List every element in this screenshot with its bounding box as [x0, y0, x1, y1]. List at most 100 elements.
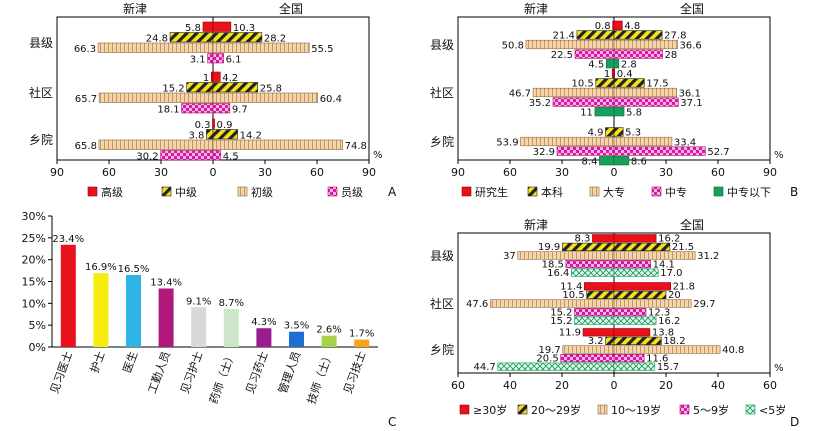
category-label: 见习医士 — [48, 350, 75, 396]
bar-left — [207, 53, 214, 64]
bar — [126, 274, 141, 347]
bar-value-label: 16.9% — [85, 262, 117, 273]
category-label: 技师（士） — [305, 350, 336, 406]
group-label: 县级 — [29, 36, 53, 50]
bar-right — [613, 307, 647, 317]
y-tick-label: 20% — [22, 254, 46, 267]
x-tick-label: 90 — [451, 166, 465, 179]
bar-left — [571, 268, 615, 277]
value-label-left: 66.3 — [74, 44, 96, 55]
bar-right — [613, 299, 692, 308]
bar-value-label: 13.4% — [150, 277, 182, 288]
bar — [158, 288, 174, 347]
value-label-left: 22.5 — [551, 50, 573, 61]
unit-label: % — [774, 363, 784, 374]
value-label-right: 9.7 — [232, 105, 248, 116]
category-label: 药师（士） — [207, 350, 238, 406]
value-label-left: 32.9 — [533, 147, 555, 158]
panel-d: 新津 全国 60 40 20 0 20 40 60% 县级 8.3 16.2 19.9 21.5 37 31.… — [430, 217, 786, 417]
value-label-left: 21.4 — [553, 31, 575, 42]
bar-right — [613, 20, 623, 30]
bar-right — [613, 68, 615, 78]
value-label-right: 25.8 — [260, 84, 282, 95]
value-label-right: 5.3 — [625, 128, 641, 139]
right-side-label: 全国 — [680, 217, 704, 232]
bar-left — [565, 259, 615, 269]
value-label-right: 16.2 — [658, 234, 680, 245]
bar-left — [556, 146, 615, 156]
legend-label: 员级 — [341, 186, 363, 199]
bar-left — [98, 139, 214, 150]
bar-left — [532, 87, 615, 98]
bar-left — [599, 156, 615, 166]
category-label: 见习护士 — [177, 349, 205, 395]
category-label: 医生 — [120, 349, 141, 374]
x-tick-label: 30 — [258, 166, 272, 179]
legend-label: 中级 — [175, 186, 197, 199]
legend-swatch — [461, 186, 472, 197]
bar-right — [613, 282, 671, 291]
value-label-right: 28.2 — [264, 34, 286, 45]
value-label-left: 10.5 — [562, 290, 584, 301]
category-label: 管理人员 — [275, 349, 303, 395]
value-label-left: 24.8 — [146, 34, 168, 45]
value-label-left: 30.2 — [136, 152, 158, 163]
value-label-left: 53.9 — [496, 137, 518, 148]
bar-right — [613, 242, 671, 252]
bar-right — [613, 107, 625, 117]
legend-swatch — [745, 404, 756, 415]
x-tick-label: 0 — [210, 166, 217, 179]
bar-right — [613, 290, 667, 300]
value-label-left: 15.2 — [162, 84, 184, 95]
bar-left — [98, 92, 214, 103]
x-tick-label: 60 — [503, 166, 517, 179]
value-label-left: 11.4 — [560, 282, 582, 293]
bar-right — [613, 362, 656, 371]
bar-left — [592, 234, 615, 243]
y-tick-label: 15% — [22, 276, 46, 289]
value-label-right: 31.2 — [697, 251, 719, 262]
panel-b: 新津 全国 90 60 30 0 30 60 90% 县级 0.8 4.8 21.4 27.8 50.8 36… — [430, 1, 784, 199]
bar — [60, 244, 76, 347]
legend-swatch — [651, 186, 662, 197]
bar-right — [613, 251, 696, 260]
legend-swatch — [517, 404, 528, 415]
bar-left — [181, 103, 214, 114]
bar-right — [613, 78, 645, 88]
bar-right — [613, 59, 620, 69]
value-label-right: 0.9 — [217, 120, 233, 131]
bar-left — [574, 49, 615, 59]
bar-right — [613, 234, 657, 243]
value-label-right: 2.8 — [621, 60, 637, 71]
x-tick-label: 90 — [362, 166, 376, 179]
value-label-right: 37.1 — [680, 98, 702, 109]
group-label: 乡院 — [29, 133, 53, 147]
bar-left — [202, 21, 214, 32]
bar-value-label: 9.1% — [186, 296, 211, 307]
value-label-left: 0.3 — [195, 120, 211, 131]
bar-left — [595, 78, 615, 88]
value-label-left: 15.2 — [550, 307, 572, 318]
bar-left — [160, 150, 214, 161]
legend-swatch — [589, 186, 600, 197]
value-label-left: 1 — [604, 69, 610, 80]
value-label-left: 3.2 — [588, 336, 604, 347]
x-tick-label: 90 — [763, 166, 777, 179]
value-label-left: 46.7 — [509, 88, 531, 99]
x-tick-label: 60 — [451, 379, 465, 392]
value-label-right: 14.2 — [240, 131, 262, 142]
bar-right — [613, 127, 624, 137]
bar-value-label: 1.7% — [349, 329, 374, 340]
value-label-right: 27.8 — [664, 31, 686, 42]
legend-swatch — [237, 186, 248, 197]
x-tick-label: 20 — [659, 379, 673, 392]
legend-swatch — [459, 404, 470, 415]
bar — [289, 331, 304, 347]
bar-left — [552, 97, 615, 107]
bar-left — [517, 251, 615, 260]
bar-value-label: 16.5% — [118, 264, 150, 275]
legend-label: 5～9岁 — [693, 403, 729, 417]
category-label: 见习药士 — [243, 350, 270, 396]
bar-left — [574, 307, 615, 317]
